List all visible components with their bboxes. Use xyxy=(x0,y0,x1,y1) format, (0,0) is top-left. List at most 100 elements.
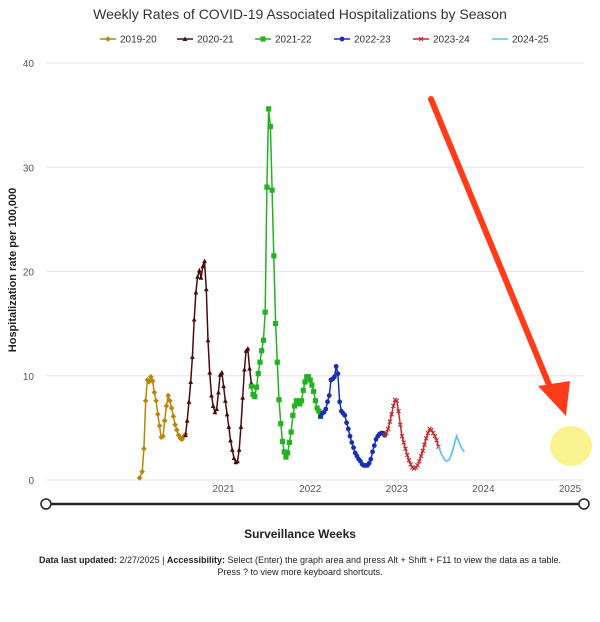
legend-label: 2019-20 xyxy=(120,35,157,46)
data-point xyxy=(255,371,261,377)
legend-label: 2023-24 xyxy=(433,35,470,46)
data-point xyxy=(297,401,303,407)
legend-label: 2024-25 xyxy=(512,35,549,46)
data-point xyxy=(161,417,168,424)
data-point xyxy=(390,403,396,409)
y-axis-label: Hospitalization rate per 100,000 xyxy=(7,188,19,352)
data-point xyxy=(210,403,216,408)
legend-item-2023-24[interactable]: 2023-24 xyxy=(413,35,470,46)
legend-item-2022-23[interactable]: 2022-23 xyxy=(334,35,391,46)
data-point xyxy=(253,384,260,390)
data-point xyxy=(202,258,207,264)
data-point xyxy=(288,429,294,435)
data-point xyxy=(418,453,424,459)
data-point xyxy=(226,424,232,429)
legend-item-2024-25[interactable]: 2024-25 xyxy=(492,35,549,46)
data-point xyxy=(154,411,161,418)
series-line-2019-20 xyxy=(138,374,187,479)
hospitalization-chart[interactable]: Weekly Rates of COVID-19 Associated Hosp… xyxy=(0,0,600,545)
data-point xyxy=(422,442,427,447)
legend-item-2020-21[interactable]: 2020-21 xyxy=(177,35,234,46)
data-point xyxy=(418,36,424,42)
data-point xyxy=(190,354,195,359)
data-point xyxy=(209,392,214,398)
accessibility-text: Select (Enter) the graph area and press … xyxy=(224,555,561,565)
red-arrow-shaft xyxy=(428,96,555,395)
x-tick-label: 2021 xyxy=(212,484,235,495)
legend-item-2021-22[interactable]: 2021-22 xyxy=(255,35,312,46)
updated-label: Data last updated: xyxy=(39,555,118,565)
y-tick-label: 10 xyxy=(23,372,35,383)
navigator-handle-right[interactable] xyxy=(578,498,590,510)
data-point xyxy=(347,433,353,439)
data-point xyxy=(351,445,356,451)
y-tick-label: 30 xyxy=(23,163,35,174)
data-point xyxy=(401,440,407,445)
data-point xyxy=(286,439,293,446)
data-point xyxy=(335,371,341,377)
data-point xyxy=(141,445,147,452)
data-point xyxy=(149,378,156,384)
data-point xyxy=(196,267,202,273)
data-point xyxy=(406,457,412,463)
y-tick-label: 20 xyxy=(23,268,35,279)
data-point xyxy=(252,394,258,400)
data-point xyxy=(175,432,182,438)
accessibility-label: Accessibility: xyxy=(166,555,225,565)
navigator-handle-left[interactable] xyxy=(40,498,52,510)
data-point xyxy=(179,436,185,443)
series-2023-24 xyxy=(382,397,441,471)
data-point xyxy=(262,309,268,315)
series-line-2021-22 xyxy=(250,108,322,460)
data-point xyxy=(332,374,337,380)
data-point xyxy=(271,253,277,259)
data-point xyxy=(399,433,405,439)
series-line-2024-25 xyxy=(437,433,465,463)
y-axis: 0 10 20 30 40 xyxy=(23,59,35,487)
data-point xyxy=(193,289,199,295)
data-point xyxy=(333,363,339,369)
data-point xyxy=(259,348,265,354)
data-point xyxy=(302,379,308,385)
data-point xyxy=(229,447,235,452)
legend-item-2019-20[interactable]: 2019-20 xyxy=(100,35,157,46)
range-navigator[interactable] xyxy=(40,498,590,510)
data-point xyxy=(323,406,329,412)
series-2019-20 xyxy=(136,373,189,481)
annotation-layer xyxy=(428,96,592,466)
legend-label: 2021-22 xyxy=(275,35,312,46)
data-point xyxy=(314,405,320,411)
series-line-2023-24 xyxy=(384,398,440,470)
grid-lines xyxy=(46,62,584,481)
data-point xyxy=(260,337,267,343)
data-point xyxy=(325,399,330,405)
data-point xyxy=(345,426,351,432)
data-point xyxy=(222,398,228,403)
data-point xyxy=(269,187,275,193)
updated-value: 2/27/2025 | xyxy=(117,555,167,565)
data-point xyxy=(172,421,178,428)
data-point xyxy=(387,419,393,425)
data-point xyxy=(167,397,173,404)
data-point xyxy=(207,370,213,375)
y-tick-label: 0 xyxy=(28,476,34,487)
chart-legend: 2019-20 2020-21 2021-22 2022-23 2023-24 2024-… xyxy=(100,35,549,46)
data-point xyxy=(165,392,171,399)
data-point xyxy=(170,413,177,420)
data-point xyxy=(368,456,374,462)
shortcut-text: Press ? to view more keyboard shortcuts. xyxy=(217,567,383,577)
data-point xyxy=(397,422,403,428)
data-point xyxy=(136,475,143,481)
data-point xyxy=(311,388,317,394)
data-point xyxy=(309,382,315,388)
data-point xyxy=(264,184,270,190)
data-point xyxy=(257,359,263,365)
legend-label: 2022-23 xyxy=(354,35,391,46)
data-point xyxy=(281,449,287,455)
data-point xyxy=(146,379,152,385)
data-point xyxy=(174,427,180,433)
data-point xyxy=(156,422,163,429)
data-point xyxy=(151,389,158,396)
data-point xyxy=(212,409,218,415)
